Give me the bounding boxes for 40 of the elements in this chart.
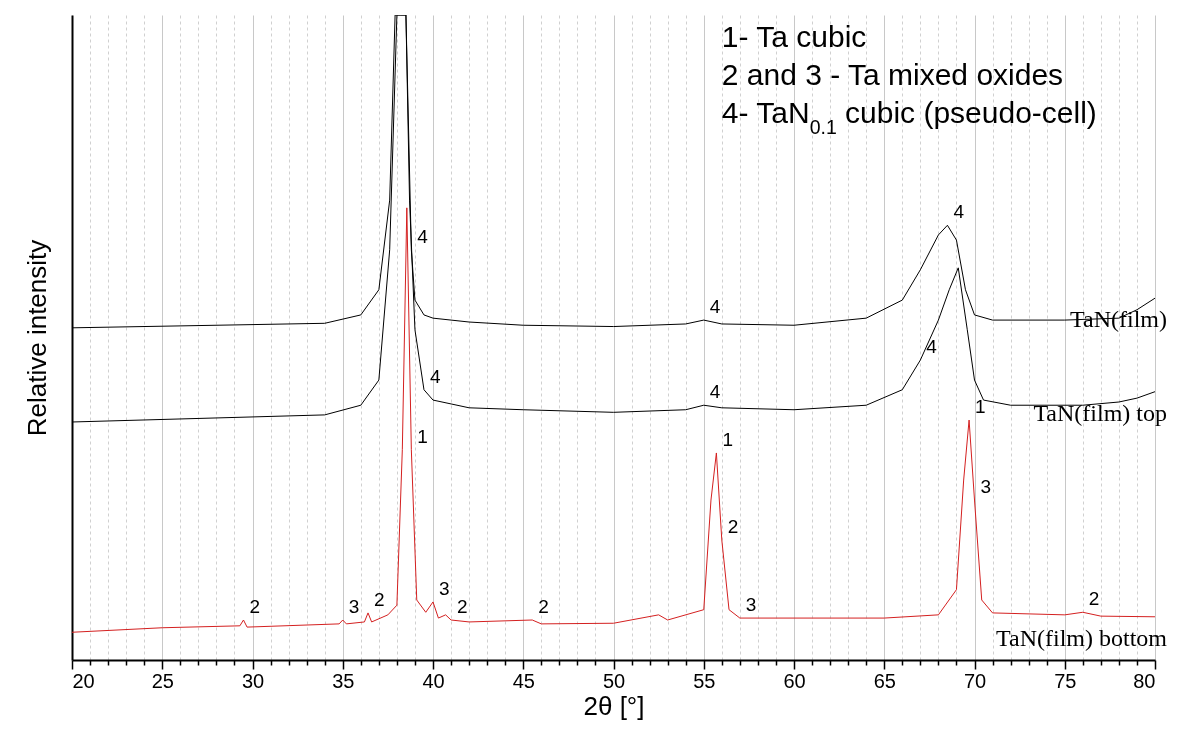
annotation: 4 bbox=[953, 201, 965, 223]
x-axis-title: 2θ [°] bbox=[583, 690, 645, 721]
annotation: 4- TaN$_{0.1}$ cubic (pseudo-cell) bbox=[721, 96, 1097, 138]
x-tick-label: 45 bbox=[512, 669, 535, 692]
annotation: 2 and 3 - Ta mixed oxides bbox=[721, 58, 1064, 91]
annotation: 3 bbox=[348, 596, 360, 618]
x-tick-label: 40 bbox=[422, 669, 445, 692]
series-label: TaN(film) bbox=[1070, 306, 1167, 333]
x-tick-label: 30 bbox=[241, 669, 265, 692]
annotation: 1- Ta cubic bbox=[721, 20, 867, 53]
annotation: 2 bbox=[457, 596, 468, 618]
x-tick-label: 65 bbox=[873, 669, 896, 692]
annotation: 4 bbox=[709, 296, 721, 318]
annotation: 3 bbox=[439, 577, 450, 599]
series-label: TaN(film) bottom bbox=[996, 624, 1168, 651]
annotation: 2 bbox=[538, 596, 549, 618]
annotation: 3 bbox=[745, 594, 757, 616]
series-label: TaN(film) top bbox=[1033, 399, 1167, 426]
annotation: 1 bbox=[722, 428, 733, 450]
x-tick-label: 20 bbox=[72, 669, 95, 692]
x-tick-label: 75 bbox=[1054, 669, 1077, 692]
annotation: 2 bbox=[374, 588, 385, 610]
x-tick-label: 60 bbox=[783, 669, 806, 692]
annotation: 1 bbox=[417, 425, 428, 447]
x-tick-label: 50 bbox=[602, 669, 626, 692]
annotation: 4 bbox=[709, 381, 721, 403]
annotation: 1 bbox=[975, 396, 986, 418]
annotation: 3 bbox=[980, 476, 992, 498]
annotation: 4 bbox=[429, 365, 441, 387]
x-tick-label: 70 bbox=[963, 669, 987, 692]
annotation: 2 bbox=[1088, 588, 1100, 610]
annotation: 2 bbox=[727, 516, 739, 538]
annotation: 2 bbox=[249, 596, 261, 618]
x-tick-label: 35 bbox=[332, 669, 355, 692]
x-tick-label: 80 bbox=[1133, 669, 1156, 692]
annotation: 4 bbox=[926, 336, 938, 358]
annotation: 4 bbox=[417, 225, 429, 247]
x-tick-label: 25 bbox=[151, 669, 174, 692]
x-tick-label: 55 bbox=[693, 669, 716, 692]
y-axis-title: Relative intensity bbox=[21, 239, 52, 437]
